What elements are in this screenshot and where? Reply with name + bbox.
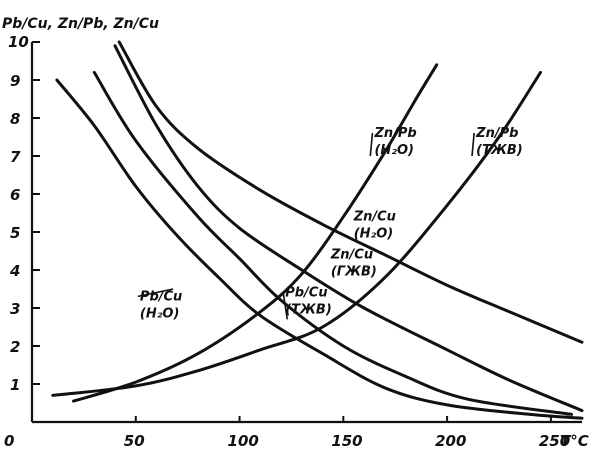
x-axis-title: T°C bbox=[560, 432, 589, 450]
y-tick-label: 7 bbox=[10, 148, 21, 166]
y-tick-label: 3 bbox=[10, 300, 20, 318]
y-tick-label: 2 bbox=[10, 338, 20, 356]
series-label-zn-pb-tzhb: Zn/Pb (TЖB) bbox=[475, 126, 523, 158]
leader-line-pb-cu-tzhb bbox=[282, 292, 289, 320]
y-tick-label: 8 bbox=[10, 110, 20, 128]
series-curves bbox=[51, 40, 584, 420]
series-line-zn-cu-fzhv bbox=[113, 44, 584, 413]
series-label-zn-cu-fzhv: Zn/Cu (ГЖВ) bbox=[330, 248, 377, 280]
y-tick-label: 5 bbox=[10, 224, 20, 242]
series-labels: Zn/Pb (H₂O) Zn/Pb (TЖB) Zn/Cu (H₂O) Zn/Cu (ГЖВ)… bbox=[137, 126, 523, 321]
y-tick-label: 1 bbox=[10, 376, 20, 394]
x-tick-label: 50 bbox=[124, 432, 145, 450]
series-line-zn-pb-tzhb bbox=[51, 70, 542, 397]
x-tick-label: 0 bbox=[4, 432, 14, 450]
leader-line-zn-pb-h2o bbox=[369, 132, 374, 157]
x-tick-label: 150 bbox=[331, 432, 362, 450]
leader-line-pb-cu-h2o bbox=[137, 288, 174, 298]
series-label-zn-cu-h2o: Zn/Cu (H₂O) bbox=[353, 210, 396, 242]
y-tick-label: 4 bbox=[9, 262, 20, 280]
y-axis-ticks: 1 2 3 4 5 6 7 8 9 bbox=[9, 41, 40, 394]
y-axis-title: Pb/Cu, Zn/Pb, Zn/Cu bbox=[2, 16, 159, 32]
y-tick-label: 6 bbox=[10, 186, 20, 204]
leader-line-zn-pb-tzhb bbox=[471, 132, 475, 157]
y-tick-label: 9 bbox=[10, 72, 20, 90]
series-line-pb-cu-tzhb bbox=[92, 70, 574, 416]
series-line-pb-cu-h2o bbox=[55, 78, 584, 420]
series-label-pb-cu-tzhb: Pb/Cu (TЖB) bbox=[285, 286, 332, 318]
x-axis-ticks: 0 50 100 150 200 250 bbox=[4, 416, 570, 450]
y-axis-max-tick-label: 10 bbox=[8, 33, 29, 51]
x-tick-label: 100 bbox=[228, 432, 259, 450]
x-tick-label: 250 bbox=[539, 432, 570, 450]
series-label-zn-pb-h2o: Zn/Pb (H₂O) bbox=[373, 126, 416, 158]
x-tick-label: 200 bbox=[435, 432, 466, 450]
series-line-zn-pb-h2o bbox=[72, 63, 439, 403]
series-line-zn-cu-h2o bbox=[117, 40, 584, 344]
